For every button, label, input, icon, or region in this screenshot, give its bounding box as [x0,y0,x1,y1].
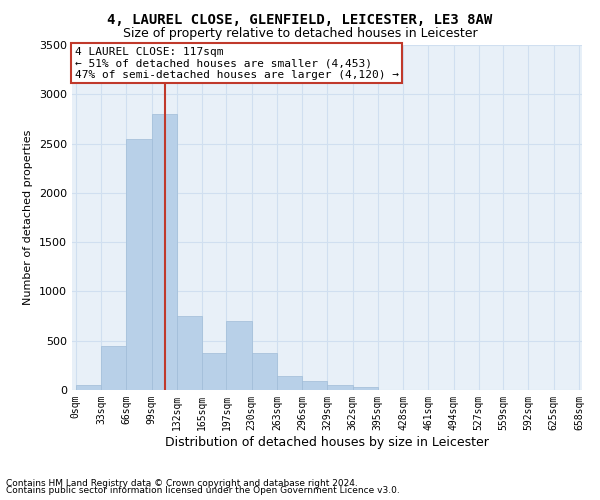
Bar [251,352,277,390]
Bar [328,384,353,390]
Text: 4, LAUREL CLOSE, GLENFIELD, LEICESTER, LE3 8AW: 4, LAUREL CLOSE, GLENFIELD, LEICESTER, L… [107,12,493,26]
Bar [177,316,202,390]
Bar [202,352,227,390]
Bar [76,385,101,390]
Bar [353,387,378,390]
Bar [101,346,126,390]
Bar [277,376,302,390]
Bar [152,114,177,390]
Text: Size of property relative to detached houses in Leicester: Size of property relative to detached ho… [122,28,478,40]
Bar [226,321,251,390]
Y-axis label: Number of detached properties: Number of detached properties [23,130,34,305]
Text: 4 LAUREL CLOSE: 117sqm
← 51% of detached houses are smaller (4,453)
47% of semi-: 4 LAUREL CLOSE: 117sqm ← 51% of detached… [74,46,398,80]
Text: Contains HM Land Registry data © Crown copyright and database right 2024.: Contains HM Land Registry data © Crown c… [6,478,358,488]
Bar [302,381,328,390]
X-axis label: Distribution of detached houses by size in Leicester: Distribution of detached houses by size … [165,436,489,448]
Text: Contains public sector information licensed under the Open Government Licence v3: Contains public sector information licen… [6,486,400,495]
Bar [126,138,152,390]
